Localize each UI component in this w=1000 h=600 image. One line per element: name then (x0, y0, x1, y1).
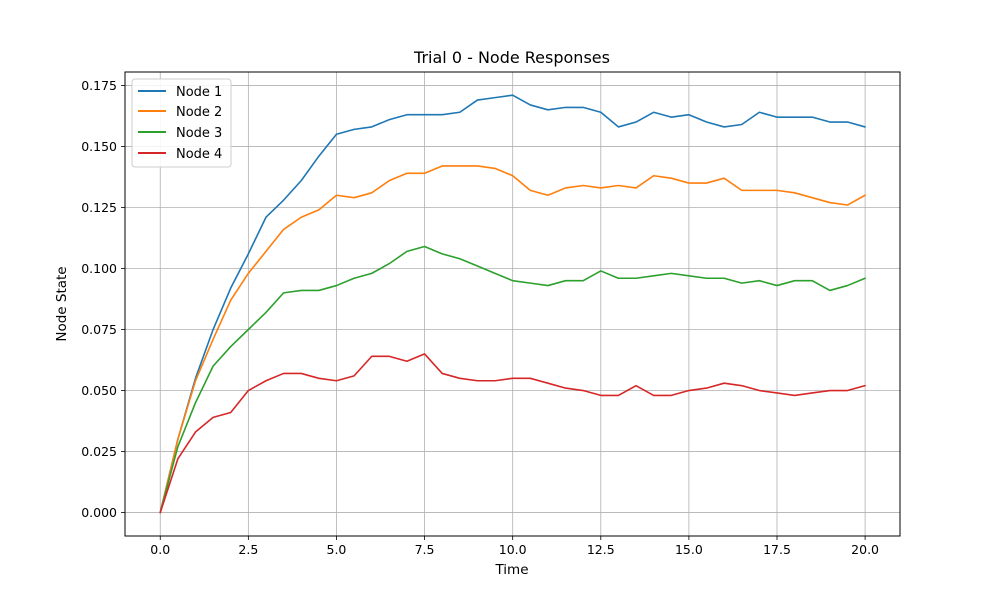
series-line-node-4 (159, 353, 866, 514)
x-tick-label: 15.0 (675, 542, 703, 557)
y-tick-label: 0.100 (81, 261, 117, 276)
y-tick-label: 0.025 (81, 444, 117, 459)
x-axis-title: Time (494, 562, 528, 578)
x-tick-label: 0.0 (150, 542, 170, 557)
x-tick-label: 10.0 (499, 542, 527, 557)
x-tick-label: 12.5 (587, 542, 615, 557)
y-axis-title: Node State (54, 266, 70, 341)
legend-label-node-3: Node 3 (176, 126, 222, 141)
y-tick-label: 0.125 (81, 200, 117, 215)
legend-label-node-1: Node 1 (176, 85, 222, 100)
x-tick-label: 17.5 (763, 542, 791, 557)
y-tick-label: 0.175 (81, 78, 117, 93)
x-tick-label: 5.0 (327, 542, 347, 557)
y-tick-label: 0.075 (81, 322, 117, 337)
legend-box (131, 78, 232, 168)
legend: Node 1 Node 2 Node 3 Node 4 (131, 78, 232, 168)
chart-title: Trial 0 - Node Responses (413, 48, 610, 67)
series-lines (159, 94, 866, 514)
y-tick-label: 0.050 (81, 383, 117, 398)
legend-label-node-2: Node 2 (176, 105, 222, 120)
legend-label-node-4: Node 4 (176, 147, 222, 162)
y-tick-label: 0.000 (81, 505, 117, 520)
x-axis-ticks: 0.0 2.5 5.0 7.5 10.0 12.5 15.0 17.5 20.0 (150, 536, 879, 557)
series-line-node-3 (159, 245, 866, 514)
series-line-node-2 (159, 165, 866, 514)
y-tick-label: 0.150 (81, 139, 117, 154)
y-axis-ticks: 0.000 0.025 0.050 0.075 0.100 0.125 0.150 0.175 (81, 78, 125, 520)
grid (125, 72, 900, 536)
x-tick-label: 20.0 (851, 542, 879, 557)
series-line-node-1 (159, 94, 866, 514)
x-tick-label: 2.5 (238, 542, 258, 557)
x-tick-label: 7.5 (415, 542, 435, 557)
